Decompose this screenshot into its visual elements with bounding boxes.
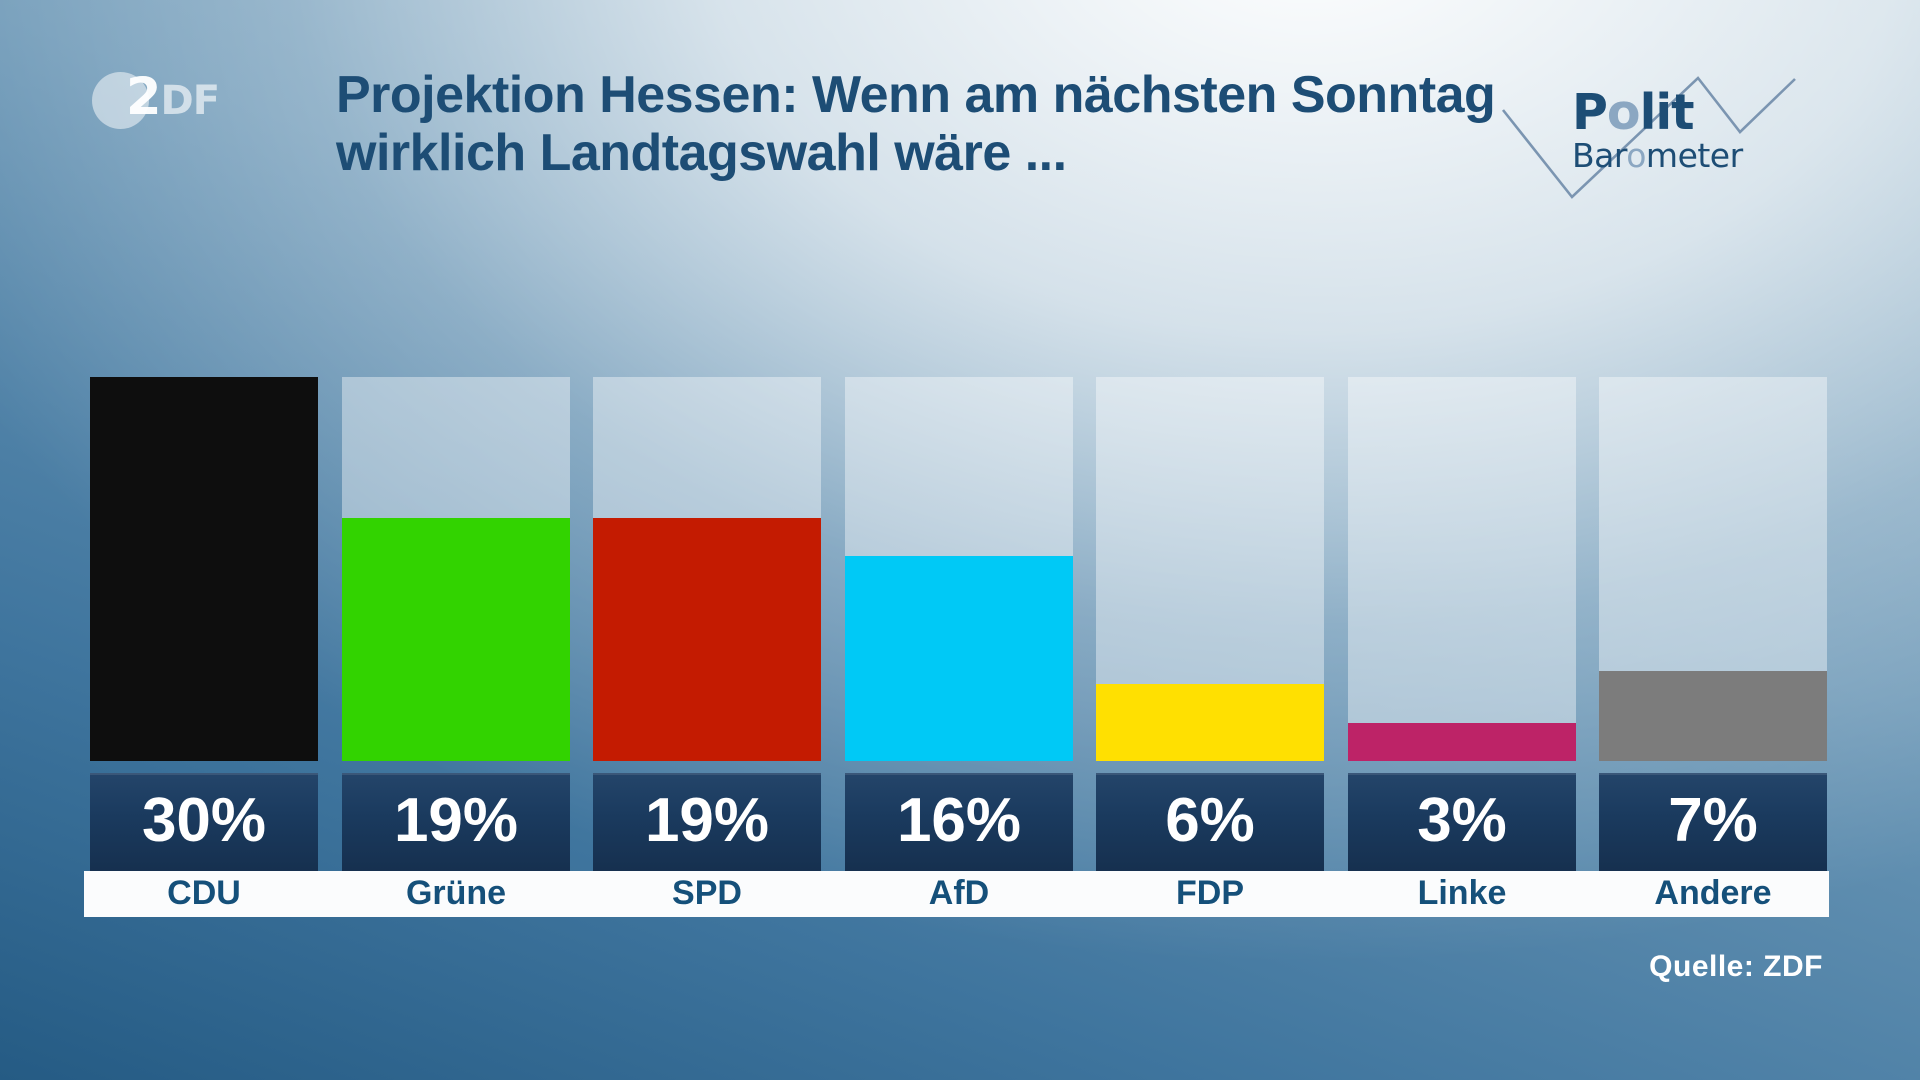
value-box: 16% [845,773,1073,871]
bar-fdp [1096,684,1324,761]
title-line-1: Projektion Hessen: Wenn am nächsten Sonn… [336,66,1496,124]
brand-barometer-dark-2: meter [1645,136,1743,175]
brand-barometer-dark: Bar [1572,136,1627,175]
value-box: 7% [1599,773,1827,871]
bar-cdu [90,377,318,761]
brand-polit-line: Polit [1572,88,1743,138]
chart-title: Projektion Hessen: Wenn am nächsten Sonn… [336,66,1496,182]
source-credit: Quelle: ZDF [1649,950,1823,983]
value-box: 19% [342,773,570,871]
brand-polit-light-o: o [1606,84,1641,141]
brand-polit-dark: P [1572,84,1608,141]
value-box: 6% [1096,773,1324,871]
politbarometer-logo: Polit Barometer [1572,88,1743,174]
value-box: 30% [90,773,318,871]
brand-barometer-line: Barometer [1572,138,1743,174]
value-label: 19% [644,785,770,855]
bar-track [1348,377,1576,761]
value-box: 19% [593,773,821,871]
zdf-logo: 2DF [92,68,252,132]
value-label: 6% [1165,785,1255,855]
value-label: 30% [141,785,267,855]
brand-polit-dark-2: lit [1639,84,1695,141]
party-label: SPD [672,874,742,912]
party-label: AfD [928,874,990,912]
brand-barometer-light-o: o [1626,136,1646,175]
bar-afd [845,556,1073,761]
value-label: 19% [393,785,519,855]
bar-andere [1599,671,1827,761]
party-label-band [84,871,1829,917]
party-label: CDU [167,874,241,912]
title-line-2: wirklich Landtagswahl wäre ... [336,124,1067,182]
party-label: Andere [1654,874,1772,912]
bar-spd [593,518,821,761]
value-box: 3% [1348,773,1576,871]
bar-grne [342,518,570,761]
bar-linke [1348,723,1576,761]
value-label: 16% [896,785,1022,855]
zdf-logo-circle [92,72,149,129]
party-label: FDP [1176,874,1244,912]
value-label: 3% [1417,785,1507,855]
party-label: Grüne [405,874,507,912]
zdf-logo-2: 2 [126,68,161,127]
zdf-logo-text: 2DF [126,68,221,127]
zdf-logo-df: DF [160,78,221,124]
value-label: 7% [1668,785,1758,855]
party-label: Linke [1417,874,1507,912]
